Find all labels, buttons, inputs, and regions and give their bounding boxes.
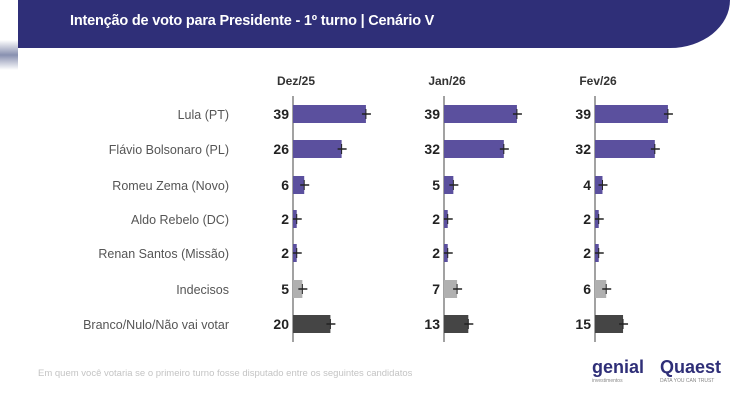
data-label: 26 [273,141,289,157]
data-label: 2 [281,245,289,261]
series-header: Fev/26 [579,74,617,88]
data-label: 32 [575,141,591,157]
bar [293,280,303,298]
data-label: 5 [281,281,289,297]
bar [293,140,342,158]
bar [444,176,454,194]
bar [595,315,624,333]
data-label: 2 [432,245,440,261]
data-label: 5 [432,177,440,193]
genial-logo-text: genial [592,357,645,377]
quaest-logo-sub: DATA YOU CAN TRUST [660,378,715,384]
data-label: 2 [583,211,591,227]
category-label: Renan Santos (Missão) [98,247,229,261]
category-label: Lula (PT) [178,108,229,122]
header-band [18,0,730,48]
category-label: Flávio Bolsonaro (PL) [109,143,229,157]
data-label: 7 [432,281,440,297]
data-label: 15 [575,316,591,332]
category-label: Indecisos [176,283,229,297]
quaest-logo-text: Quaest [660,357,722,377]
chart-title: Intenção de voto para Presidente - 1º tu… [70,13,435,29]
data-label: 6 [583,281,591,297]
bar [293,315,331,333]
data-label: 4 [583,177,591,193]
data-label: 2 [583,245,591,261]
series-header: Dez/25 [277,74,315,88]
bar [444,105,517,123]
data-label: 32 [424,141,440,157]
footnote: Em quem você votaria se o primeiro turno… [38,368,413,379]
side-strip [0,40,18,70]
bar [595,280,607,298]
category-label: Romeu Zema (Novo) [112,179,229,193]
data-label: 39 [273,106,289,122]
data-label: 20 [273,316,289,332]
data-label: 2 [432,211,440,227]
bar [444,140,504,158]
bar [595,105,668,123]
data-label: 39 [575,106,591,122]
data-label: 2 [281,211,289,227]
bar [595,140,655,158]
quaest-logo: Quaest DATA YOU CAN TRUST [660,358,721,385]
data-label: 13 [424,316,440,332]
genial-logo-sub: investimentos [592,378,623,384]
category-label: Aldo Rebelo (DC) [131,213,229,227]
bar [293,105,366,123]
genial-logo: genial investimentos [592,358,644,385]
series-header: Jan/26 [428,74,466,88]
category-label: Branco/Nulo/Não vai votar [83,318,229,332]
bar [444,280,458,298]
bar [293,176,305,194]
data-label: 39 [424,106,440,122]
bar [444,315,469,333]
data-label: 6 [281,177,289,193]
